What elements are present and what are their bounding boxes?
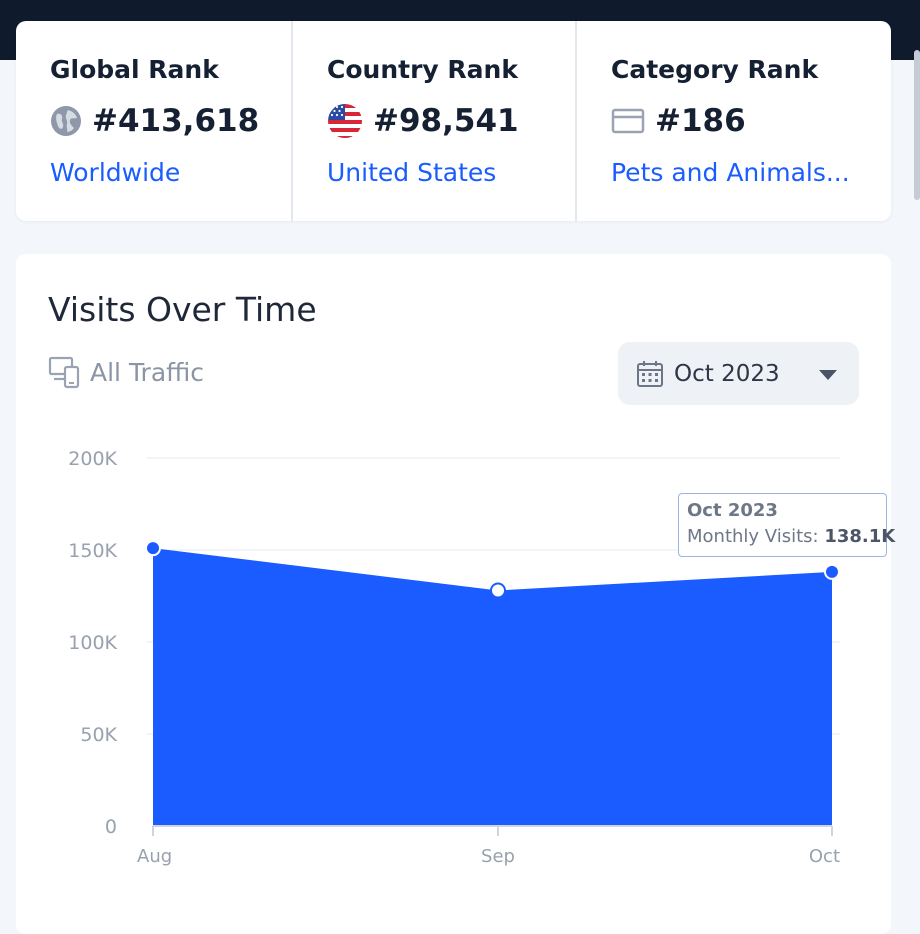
date-select[interactable]: Oct 2023: [618, 342, 859, 405]
tooltip-label: Monthly Visits:: [687, 526, 819, 547]
us-flag-icon: [328, 104, 362, 138]
category-icon: [611, 108, 645, 134]
chevron-down-icon: [819, 370, 837, 380]
traffic-filter-label: All Traffic: [90, 357, 205, 387]
global-rank-title: Global Rank: [50, 55, 219, 84]
date-select-label: Oct 2023: [674, 360, 780, 387]
globe-icon: [51, 106, 81, 136]
country-rank-value: #98,541: [373, 103, 519, 139]
data-point-aug[interactable]: [145, 540, 161, 557]
category-rank-value: #186: [655, 103, 746, 139]
visits-area-chart: 0 50K 100K 150K 200K Aug Sep Oct: [68, 448, 840, 867]
tooltip-value: 138.1K: [824, 526, 896, 547]
global-rank-value: #413,618: [92, 103, 260, 139]
data-point-sep[interactable]: [490, 582, 506, 599]
x-tick-label: Oct: [809, 846, 840, 867]
visits-area: [153, 548, 832, 826]
category-rank-title: Category Rank: [611, 55, 819, 84]
worldwide-link[interactable]: Worldwide: [50, 158, 181, 187]
rank-card: Global Rank #413,618 Worldwide Country R…: [16, 21, 891, 221]
category-rank-panel: Category Rank #186 Pets and Animals...: [575, 21, 861, 221]
calendar-icon: [637, 360, 663, 387]
y-tick-label: 100K: [68, 632, 117, 654]
traffic-filter[interactable]: All Traffic: [48, 355, 204, 389]
x-tick-label: Sep: [481, 846, 515, 867]
chart-tooltip: Oct 2023 Monthly Visits: 138.1K: [678, 493, 895, 557]
y-tick-label: 200K: [68, 448, 117, 470]
scrollbar-thumb[interactable]: [914, 50, 920, 200]
data-point-oct[interactable]: [824, 563, 840, 580]
category-link[interactable]: Pets and Animals...: [611, 158, 850, 187]
y-tick-label: 0: [105, 816, 117, 838]
united-states-link[interactable]: United States: [327, 158, 497, 187]
x-tick-label: Aug: [137, 846, 172, 867]
global-rank-panel: Global Rank #413,618 Worldwide: [16, 21, 300, 221]
y-tick-label: 50K: [80, 724, 117, 746]
devices-icon: [48, 356, 80, 389]
visits-title: Visits Over Time: [48, 290, 317, 329]
country-rank-panel: Country Rank #98,541 United S: [291, 21, 577, 221]
y-tick-label: 150K: [68, 540, 117, 562]
tooltip-title: Oct 2023: [687, 500, 778, 521]
country-rank-title: Country Rank: [327, 55, 518, 84]
